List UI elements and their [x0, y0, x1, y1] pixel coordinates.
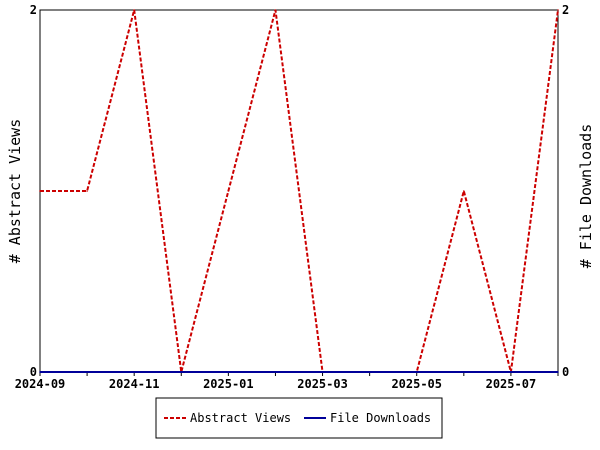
data-point-abstract-views-2025-02: [274, 9, 277, 11]
y-axis-title-right: # File Downloads: [577, 124, 595, 269]
x-tick-label-2025-01: 2025-01: [203, 377, 254, 391]
data-point-file-downloads-2025-07: [510, 371, 512, 373]
data-point-abstract-views-2024-10: [86, 190, 88, 192]
data-point-abstract-views-2025-06: [463, 190, 465, 192]
data-point-file-downloads-2024-11: [133, 371, 135, 373]
series-layer: [39, 9, 559, 373]
legend-label-abstract-views: Abstract Views: [190, 411, 291, 425]
y-tick-label-0: 0: [30, 365, 37, 379]
data-point-abstract-views-2024-11: [133, 9, 135, 11]
legend-box: [155, 397, 443, 439]
legend: Abstract Views File Downloads: [155, 397, 443, 439]
data-point-abstract-views-2024-09: [39, 190, 41, 192]
y2-tick-label-0: 0: [562, 365, 569, 379]
data-point-file-downloads-2025-06: [463, 371, 465, 373]
x-axis: 2024-09 2024-11 2025-01 2025-03 2025-05 2025-…: [15, 372, 559, 391]
x-tick-label-2025-05: 2025-05: [391, 377, 442, 391]
x-tick-label-2024-09: 2024-09: [15, 377, 66, 391]
data-point-file-downloads-2025-08: [557, 371, 559, 373]
x-tick-label-2025-07: 2025-07: [486, 377, 537, 391]
y-axis-left: 02: [30, 3, 37, 379]
y-axis-right: 02: [562, 3, 569, 379]
data-point-file-downloads-2024-12: [180, 371, 183, 373]
legend-label-file-downloads: File Downloads: [330, 411, 431, 425]
data-point-file-downloads-2024-09: [39, 371, 41, 373]
data-point-abstract-views-2025-08: [557, 9, 559, 11]
data-point-file-downloads-2025-01: [227, 371, 230, 373]
data-point-abstract-views-2025-01: [227, 190, 230, 192]
data-point-file-downloads-2024-10: [86, 371, 88, 373]
data-point-file-downloads-2025-03: [321, 371, 324, 373]
data-point-file-downloads-2025-04: [368, 371, 371, 373]
x-tick-label-2024-11: 2024-11: [109, 377, 160, 391]
y2-tick-label-2: 2: [562, 3, 569, 17]
y-tick-label-2: 2: [30, 3, 37, 17]
x-tick-label-2025-03: 2025-03: [297, 377, 348, 391]
series-line-abstract-views: [40, 9, 559, 373]
data-point-file-downloads-2025-02: [274, 371, 277, 373]
data-point-file-downloads-2025-05: [415, 371, 418, 373]
y-axis-title-left: # Abstract Views: [6, 119, 24, 264]
